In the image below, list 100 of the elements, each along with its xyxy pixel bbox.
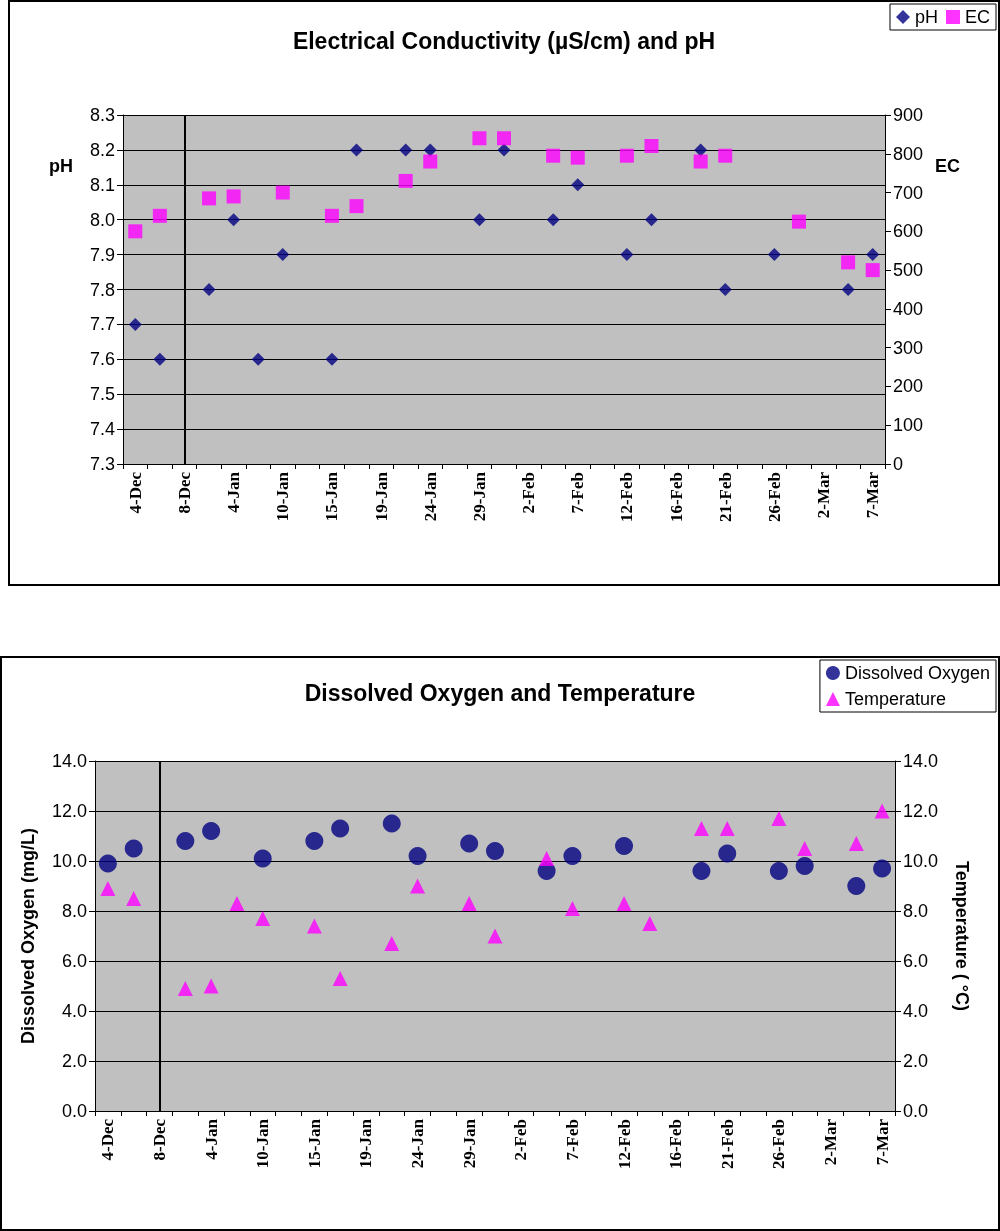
x-tick-label: 15-Jan bbox=[304, 1118, 324, 1169]
point bbox=[795, 857, 814, 875]
point bbox=[539, 851, 555, 866]
y2-tick-label: 10.0 bbox=[903, 851, 939, 871]
point bbox=[203, 978, 219, 994]
point bbox=[616, 896, 632, 911]
x-tick-label: 2-Mar bbox=[820, 1118, 840, 1166]
x-tick-label: 10-Jan bbox=[273, 471, 293, 522]
point bbox=[563, 847, 582, 865]
y2-tick-label: 400 bbox=[893, 298, 924, 319]
point bbox=[848, 836, 864, 851]
x-tick-label: 4-Jan bbox=[201, 1118, 221, 1160]
legend-label: Temperature bbox=[844, 689, 946, 709]
x-tick-label: 8-Dec bbox=[174, 471, 194, 514]
point bbox=[694, 143, 708, 157]
y-tick-label: 12.0 bbox=[51, 801, 87, 821]
point bbox=[128, 224, 143, 239]
y-tick-label: 7.9 bbox=[89, 244, 115, 265]
point bbox=[331, 819, 350, 838]
y-tick-label: 7.5 bbox=[89, 384, 115, 405]
point bbox=[497, 143, 511, 157]
point bbox=[152, 208, 167, 223]
x-tick-label: 26-Feb bbox=[764, 472, 784, 523]
point bbox=[202, 191, 217, 206]
point bbox=[497, 131, 511, 146]
point bbox=[124, 839, 143, 858]
point bbox=[255, 911, 271, 926]
point bbox=[176, 832, 195, 850]
y2-tick-label: 14.0 bbox=[903, 751, 939, 771]
point bbox=[644, 139, 659, 154]
point bbox=[202, 283, 216, 296]
y-tick-label: 10.0 bbox=[51, 851, 87, 871]
point bbox=[767, 248, 781, 262]
y2-axis-title: EC bbox=[935, 156, 961, 176]
y-tick-label: 8.2 bbox=[89, 139, 115, 160]
point bbox=[546, 213, 560, 227]
point bbox=[718, 148, 733, 163]
point bbox=[382, 814, 401, 833]
y-tick-label: 7.7 bbox=[89, 314, 115, 335]
y2-axis-title: Temperature ( °C) bbox=[952, 861, 972, 1011]
y2-tick-label: 6.0 bbox=[903, 951, 929, 971]
x-tick-label: 29-Jan bbox=[469, 471, 489, 522]
y-tick-label: 8.3 bbox=[89, 105, 115, 125]
point bbox=[276, 248, 290, 262]
point bbox=[847, 877, 866, 895]
y-tick-label: 8.1 bbox=[89, 174, 115, 195]
point bbox=[306, 918, 322, 934]
x-tick-label: 4-Dec bbox=[98, 1118, 118, 1161]
x-tick-label: 7-Feb bbox=[568, 472, 588, 514]
point bbox=[642, 916, 658, 931]
point bbox=[126, 891, 142, 906]
legend-label: EC bbox=[965, 7, 991, 27]
x-tick-label: 24-Jan bbox=[408, 1118, 428, 1169]
x-tick-label: 19-Jan bbox=[371, 471, 391, 522]
point bbox=[873, 859, 892, 878]
point bbox=[769, 862, 788, 880]
y2-tick-label: 800 bbox=[893, 143, 924, 164]
point bbox=[797, 841, 813, 856]
x-tick-label: 7-Feb bbox=[562, 1119, 582, 1161]
point bbox=[615, 837, 634, 855]
y-tick-label: 0.0 bbox=[61, 1101, 87, 1121]
y-tick-label: 7.3 bbox=[89, 454, 115, 474]
x-tick-label: 4-Dec bbox=[125, 471, 145, 514]
x-tick-label: 21-Feb bbox=[715, 472, 735, 523]
y-tick-label: 2.0 bbox=[61, 1051, 87, 1071]
y2-tick-label: 4.0 bbox=[903, 1001, 929, 1021]
legend-label: Dissolved Oxygen bbox=[844, 663, 991, 683]
y-tick-label: 7.8 bbox=[89, 279, 115, 300]
point bbox=[571, 178, 585, 192]
y2-tick-label: 2.0 bbox=[903, 1051, 929, 1071]
y2-tick-label: 900 bbox=[893, 105, 924, 125]
point bbox=[564, 901, 580, 916]
point bbox=[349, 199, 364, 214]
x-tick-label: 8-Dec bbox=[150, 1118, 170, 1161]
point bbox=[841, 283, 855, 296]
point bbox=[486, 842, 504, 860]
point bbox=[693, 821, 709, 836]
x-tick-label: 4-Jan bbox=[224, 471, 244, 513]
point bbox=[423, 154, 438, 169]
point bbox=[202, 822, 221, 840]
point bbox=[226, 189, 241, 204]
point bbox=[410, 878, 426, 894]
x-tick-label: 2-Feb bbox=[511, 1119, 531, 1161]
y2-tick-label: 300 bbox=[893, 337, 924, 358]
point bbox=[399, 143, 413, 157]
point bbox=[305, 832, 324, 850]
x-tick-label: 12-Feb bbox=[614, 1119, 634, 1170]
y2-tick-label: 0 bbox=[893, 454, 904, 474]
x-tick-label: 24-Jan bbox=[420, 471, 440, 522]
y-tick-label: 4.0 bbox=[61, 1001, 87, 1021]
y2-tick-label: 200 bbox=[893, 376, 924, 397]
point bbox=[253, 849, 272, 868]
x-tick-label: 29-Jan bbox=[459, 1118, 479, 1169]
x-tick-label: 26-Feb bbox=[769, 1119, 789, 1170]
y2-tick-label: 600 bbox=[893, 221, 924, 242]
y2-tick-label: 100 bbox=[893, 415, 924, 436]
point bbox=[177, 981, 193, 996]
point bbox=[384, 936, 400, 951]
point bbox=[332, 971, 348, 986]
y-axis-title: Dissolved Oxygen (mg/L) bbox=[18, 827, 38, 1045]
